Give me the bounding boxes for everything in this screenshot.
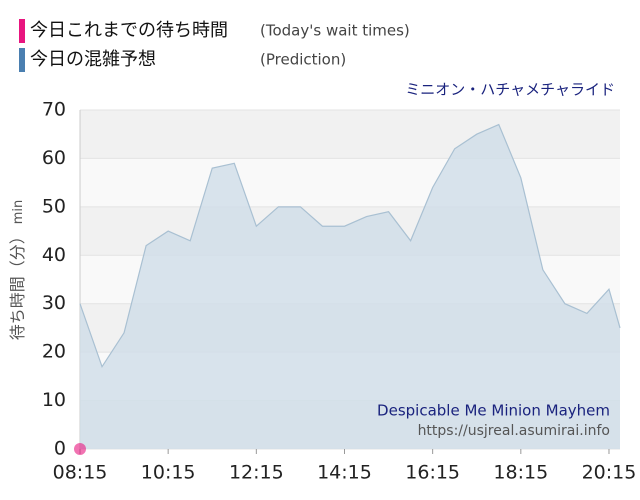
- y-axis-label: 待ち時間（分） min: [8, 200, 27, 341]
- prediction-area: [80, 124, 620, 450]
- watermark-title: Despicable Me Minion Mayhem: [377, 402, 610, 420]
- x-tick-label: 08:15: [53, 462, 108, 484]
- legend-label: 今日の混雑予想: [30, 49, 156, 70]
- y-tick-label: 40: [42, 244, 66, 266]
- plot-band: [80, 158, 620, 207]
- legend-swatch: [19, 19, 25, 43]
- x-tick-label: 10:15: [141, 462, 196, 484]
- y-tick-label: 0: [54, 438, 66, 460]
- y-tick-label: 50: [42, 195, 66, 217]
- ride-name: ミニオン・ハチャメチャライド: [405, 81, 615, 99]
- plot-band: [80, 110, 620, 159]
- x-tick-label: 14:15: [317, 462, 372, 484]
- x-tick-label: 16:15: [405, 462, 460, 484]
- legend-swatch: [19, 48, 25, 72]
- y-axis-label-text: 待ち時間（分）: [8, 228, 27, 340]
- today-point: [74, 443, 86, 455]
- y-tick-label: 20: [42, 341, 66, 363]
- watermark-url: https://usjreal.asumirai.info: [418, 423, 610, 439]
- y-axis-label-unit: min: [11, 200, 26, 225]
- legend-label-en: (Today's wait times): [260, 22, 410, 40]
- y-tick-label: 70: [42, 99, 66, 121]
- x-tick-label: 18:15: [493, 462, 548, 484]
- x-tick-label: 12:15: [229, 462, 284, 484]
- legend-label: 今日これまでの待ち時間: [30, 20, 228, 41]
- prediction-line: [79, 123, 621, 369]
- legend-label-en: (Prediction): [260, 51, 346, 69]
- y-tick-label: 10: [42, 389, 66, 411]
- y-tick-label: 60: [42, 147, 66, 169]
- x-tick-label: 20:15: [582, 462, 637, 484]
- y-tick-label: 30: [42, 292, 66, 314]
